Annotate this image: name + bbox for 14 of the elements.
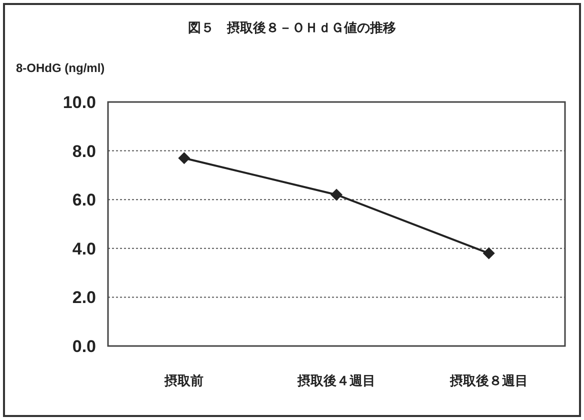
y-tick-label: 8.0 xyxy=(72,142,96,161)
x-tick-label: 摂取後４週目 xyxy=(296,373,376,388)
point xyxy=(482,247,495,260)
x-tick-label: 摂取前 xyxy=(164,373,204,388)
y-tick-label: 0.0 xyxy=(72,337,96,356)
y-tick-label: 10.0 xyxy=(62,93,96,112)
point xyxy=(330,188,342,201)
y-tick-label: 2.0 xyxy=(72,288,96,308)
x-tick-label: 摂取後８週目 xyxy=(448,373,528,388)
y-tick-label: 6.0 xyxy=(72,190,96,210)
y-tick-label: 4.0 xyxy=(72,239,96,258)
point xyxy=(178,152,190,164)
y-axis-title: 8-OHdG (ng/ml) xyxy=(16,61,105,75)
chart-title: 図５ 摂取後８－ＯＨｄＧ値の推移 xyxy=(188,20,396,35)
